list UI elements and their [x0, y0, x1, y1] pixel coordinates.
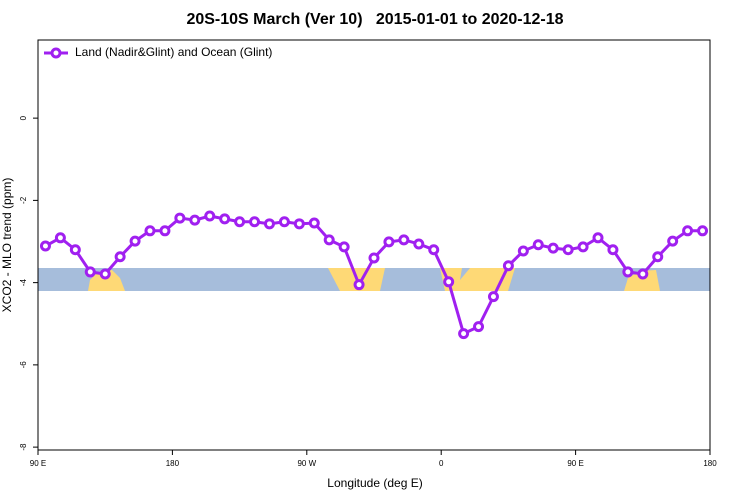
land-patch — [624, 270, 660, 291]
data-point — [219, 213, 231, 225]
data-point — [174, 212, 186, 224]
chart-title: 20S-10S March (Ver 10) 2015-01-01 to 202… — [186, 11, 563, 28]
data-point — [84, 266, 96, 278]
x-tick-label: 90 W — [297, 459, 316, 468]
data-point — [189, 214, 201, 226]
data-point — [204, 210, 216, 222]
data-point — [458, 328, 470, 340]
data-point — [308, 217, 320, 229]
legend-label: Land (Nadir&Glint) and Ocean (Glint) — [75, 45, 272, 59]
data-point — [69, 244, 81, 256]
data-point — [577, 241, 589, 253]
data-point — [114, 251, 126, 263]
x-tick-label: 180 — [703, 459, 717, 468]
data-point — [652, 251, 664, 263]
data-point — [54, 232, 66, 244]
data-point — [323, 234, 335, 246]
data-point — [517, 245, 529, 257]
data-point — [443, 276, 455, 288]
data-point — [144, 225, 156, 237]
data-point — [383, 236, 395, 248]
data-point — [249, 216, 261, 228]
land-patch — [88, 270, 125, 291]
data-point — [697, 225, 709, 237]
plot-frame — [37, 39, 711, 451]
y-tick-label: 0 — [19, 115, 28, 120]
x-tick-label: 90 E — [30, 459, 46, 468]
y-axis-label: XCO2 - MLO trend (ppm) — [0, 178, 14, 313]
y-tick-label: -4 — [19, 279, 28, 287]
data-point — [398, 234, 410, 246]
data-point — [159, 225, 171, 237]
data-point — [39, 240, 51, 252]
data-point — [622, 266, 634, 278]
data-point — [99, 268, 111, 280]
data-point — [293, 218, 305, 230]
data-point — [637, 268, 649, 280]
data-point — [368, 252, 380, 264]
data-point — [353, 279, 365, 291]
y-tick-label: -8 — [19, 443, 28, 451]
data-point — [234, 216, 246, 228]
data-point — [547, 242, 559, 254]
data-point — [338, 241, 350, 253]
legend-marker — [50, 47, 62, 59]
land-patch — [440, 268, 515, 291]
data-point — [129, 235, 141, 247]
x-axis-label: Longitude (deg E) — [327, 476, 422, 490]
data-point — [278, 216, 290, 228]
data-point — [502, 260, 514, 272]
data-point — [413, 238, 425, 250]
x-tick-label: 0 — [439, 459, 444, 468]
data-point — [473, 321, 485, 333]
data-point — [428, 244, 440, 256]
data-point — [607, 244, 619, 256]
data-point — [592, 232, 604, 244]
y-tick-label: -2 — [19, 196, 28, 204]
x-tick-label: 90 E — [567, 459, 583, 468]
data-point — [667, 235, 679, 247]
data-point — [263, 218, 275, 230]
data-point — [532, 239, 544, 251]
y-tick-label: -6 — [19, 361, 28, 369]
x-tick-label: 180 — [166, 459, 180, 468]
data-point — [562, 244, 574, 256]
data-point — [487, 291, 499, 303]
data-point — [682, 225, 694, 237]
map-band — [38, 268, 710, 291]
